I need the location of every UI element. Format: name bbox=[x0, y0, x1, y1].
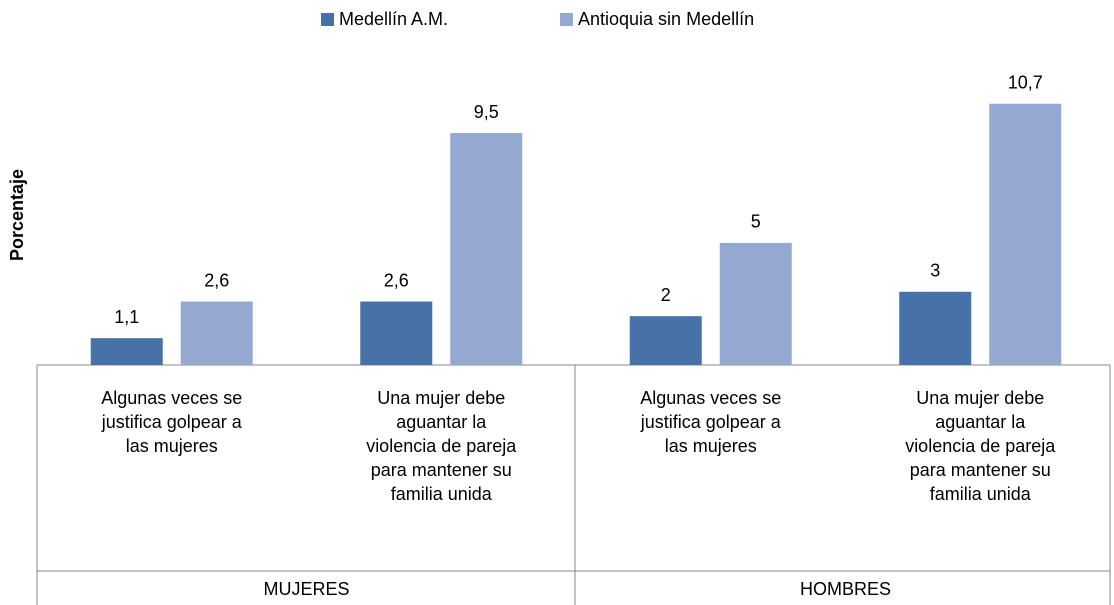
legend-swatch bbox=[560, 13, 573, 26]
bar bbox=[360, 301, 433, 365]
group-label: HOMBRES bbox=[800, 579, 891, 599]
data-label: 2,6 bbox=[384, 270, 409, 290]
group-label: MUJERES bbox=[263, 579, 349, 599]
data-label: 9,5 bbox=[474, 102, 499, 122]
data-label: 2 bbox=[661, 285, 671, 305]
bar bbox=[989, 103, 1062, 365]
legend-swatch bbox=[321, 13, 334, 26]
legend-label: Medellín A.M. bbox=[339, 9, 448, 29]
y-axis-label: Porcentaje bbox=[7, 169, 27, 261]
data-label: 1,1 bbox=[114, 307, 139, 327]
bar bbox=[899, 291, 972, 365]
x-tick-label: Una mujer debe aguantar la violencia de … bbox=[905, 388, 1056, 504]
x-tick-label: Una mujer debe aguantar la violencia de … bbox=[366, 388, 517, 504]
legend-label: Antioquia sin Medellín bbox=[578, 9, 754, 29]
bar bbox=[180, 301, 253, 365]
data-label: 2,6 bbox=[204, 270, 229, 290]
bar bbox=[629, 316, 702, 365]
bar bbox=[450, 133, 523, 365]
bar bbox=[719, 242, 792, 365]
bar bbox=[90, 338, 163, 365]
data-label: 5 bbox=[751, 212, 761, 232]
x-tick-label: Algunas veces se justifica golpear a las… bbox=[101, 388, 243, 456]
x-tick-label: Algunas veces se justifica golpear a las… bbox=[640, 388, 782, 456]
data-label: 10,7 bbox=[1008, 72, 1043, 92]
data-label: 3 bbox=[930, 261, 940, 281]
